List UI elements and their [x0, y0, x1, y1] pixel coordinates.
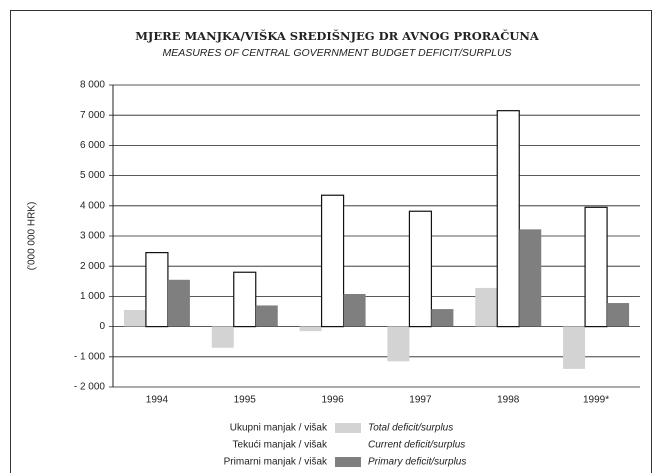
x-tick-label: 1999* [583, 395, 609, 406]
legend-label-local: Tekući manjak / višak [233, 440, 328, 451]
y-tick-label: 2 000 [80, 261, 105, 272]
bar [408, 210, 433, 328]
bar [387, 326, 410, 362]
legend-swatch [335, 440, 361, 450]
chart-title: MJERE MANJKA/VIŠKA SREDIŠNJEG DR AVNOG P… [135, 29, 540, 43]
y-tick-label: 0 [99, 321, 105, 332]
bar [475, 287, 498, 327]
legend-swatch [335, 423, 361, 433]
x-tick-label: 1996 [321, 395, 344, 406]
bar [123, 309, 146, 327]
y-tick-label: - 1 000 [74, 351, 106, 362]
frame [10, 10, 652, 473]
x-tick-label: 1994 [146, 395, 169, 406]
x-tick-label: 1998 [497, 395, 520, 406]
bar [519, 229, 542, 327]
bar [211, 326, 234, 348]
y-tick-label: 4 000 [80, 200, 105, 211]
legend-label: Current deficit/surplus [368, 440, 465, 451]
bar [299, 326, 322, 332]
chart-subtitle: MEASURES OF CENTRAL GOVERNMENT BUDGET DE… [162, 47, 511, 59]
y-tick-label: - 2 000 [74, 382, 106, 393]
y-tick-label: 3 000 [80, 231, 105, 242]
bar [320, 194, 345, 328]
bar [255, 305, 278, 327]
legend-label: Primary deficit/surplus [368, 457, 466, 468]
bar [607, 303, 630, 327]
x-tick-label: 1997 [409, 395, 432, 406]
bar [563, 326, 586, 369]
legend-label-local: Primarni manjak / višak [224, 457, 328, 468]
legend-label: Total deficit/surplus [368, 423, 453, 434]
bar [145, 252, 169, 328]
x-tick-label: 1995 [234, 395, 257, 406]
legend-swatch [335, 457, 361, 467]
y-tick-label: 7 000 [80, 110, 105, 121]
y-tick-label: 6 000 [80, 140, 105, 151]
y-tick-label: 8 000 [80, 80, 105, 91]
bar [431, 309, 454, 327]
bar [584, 206, 608, 328]
bar [233, 271, 257, 328]
bar [496, 110, 520, 328]
bar [343, 293, 366, 327]
bar [167, 279, 190, 327]
y-tick-label: 5 000 [80, 170, 105, 181]
y-axis-label: ('000 000 HRK) [27, 202, 38, 271]
legend-label-local: Ukupni manjak / višak [230, 423, 328, 434]
y-tick-label: 1 000 [80, 291, 105, 302]
